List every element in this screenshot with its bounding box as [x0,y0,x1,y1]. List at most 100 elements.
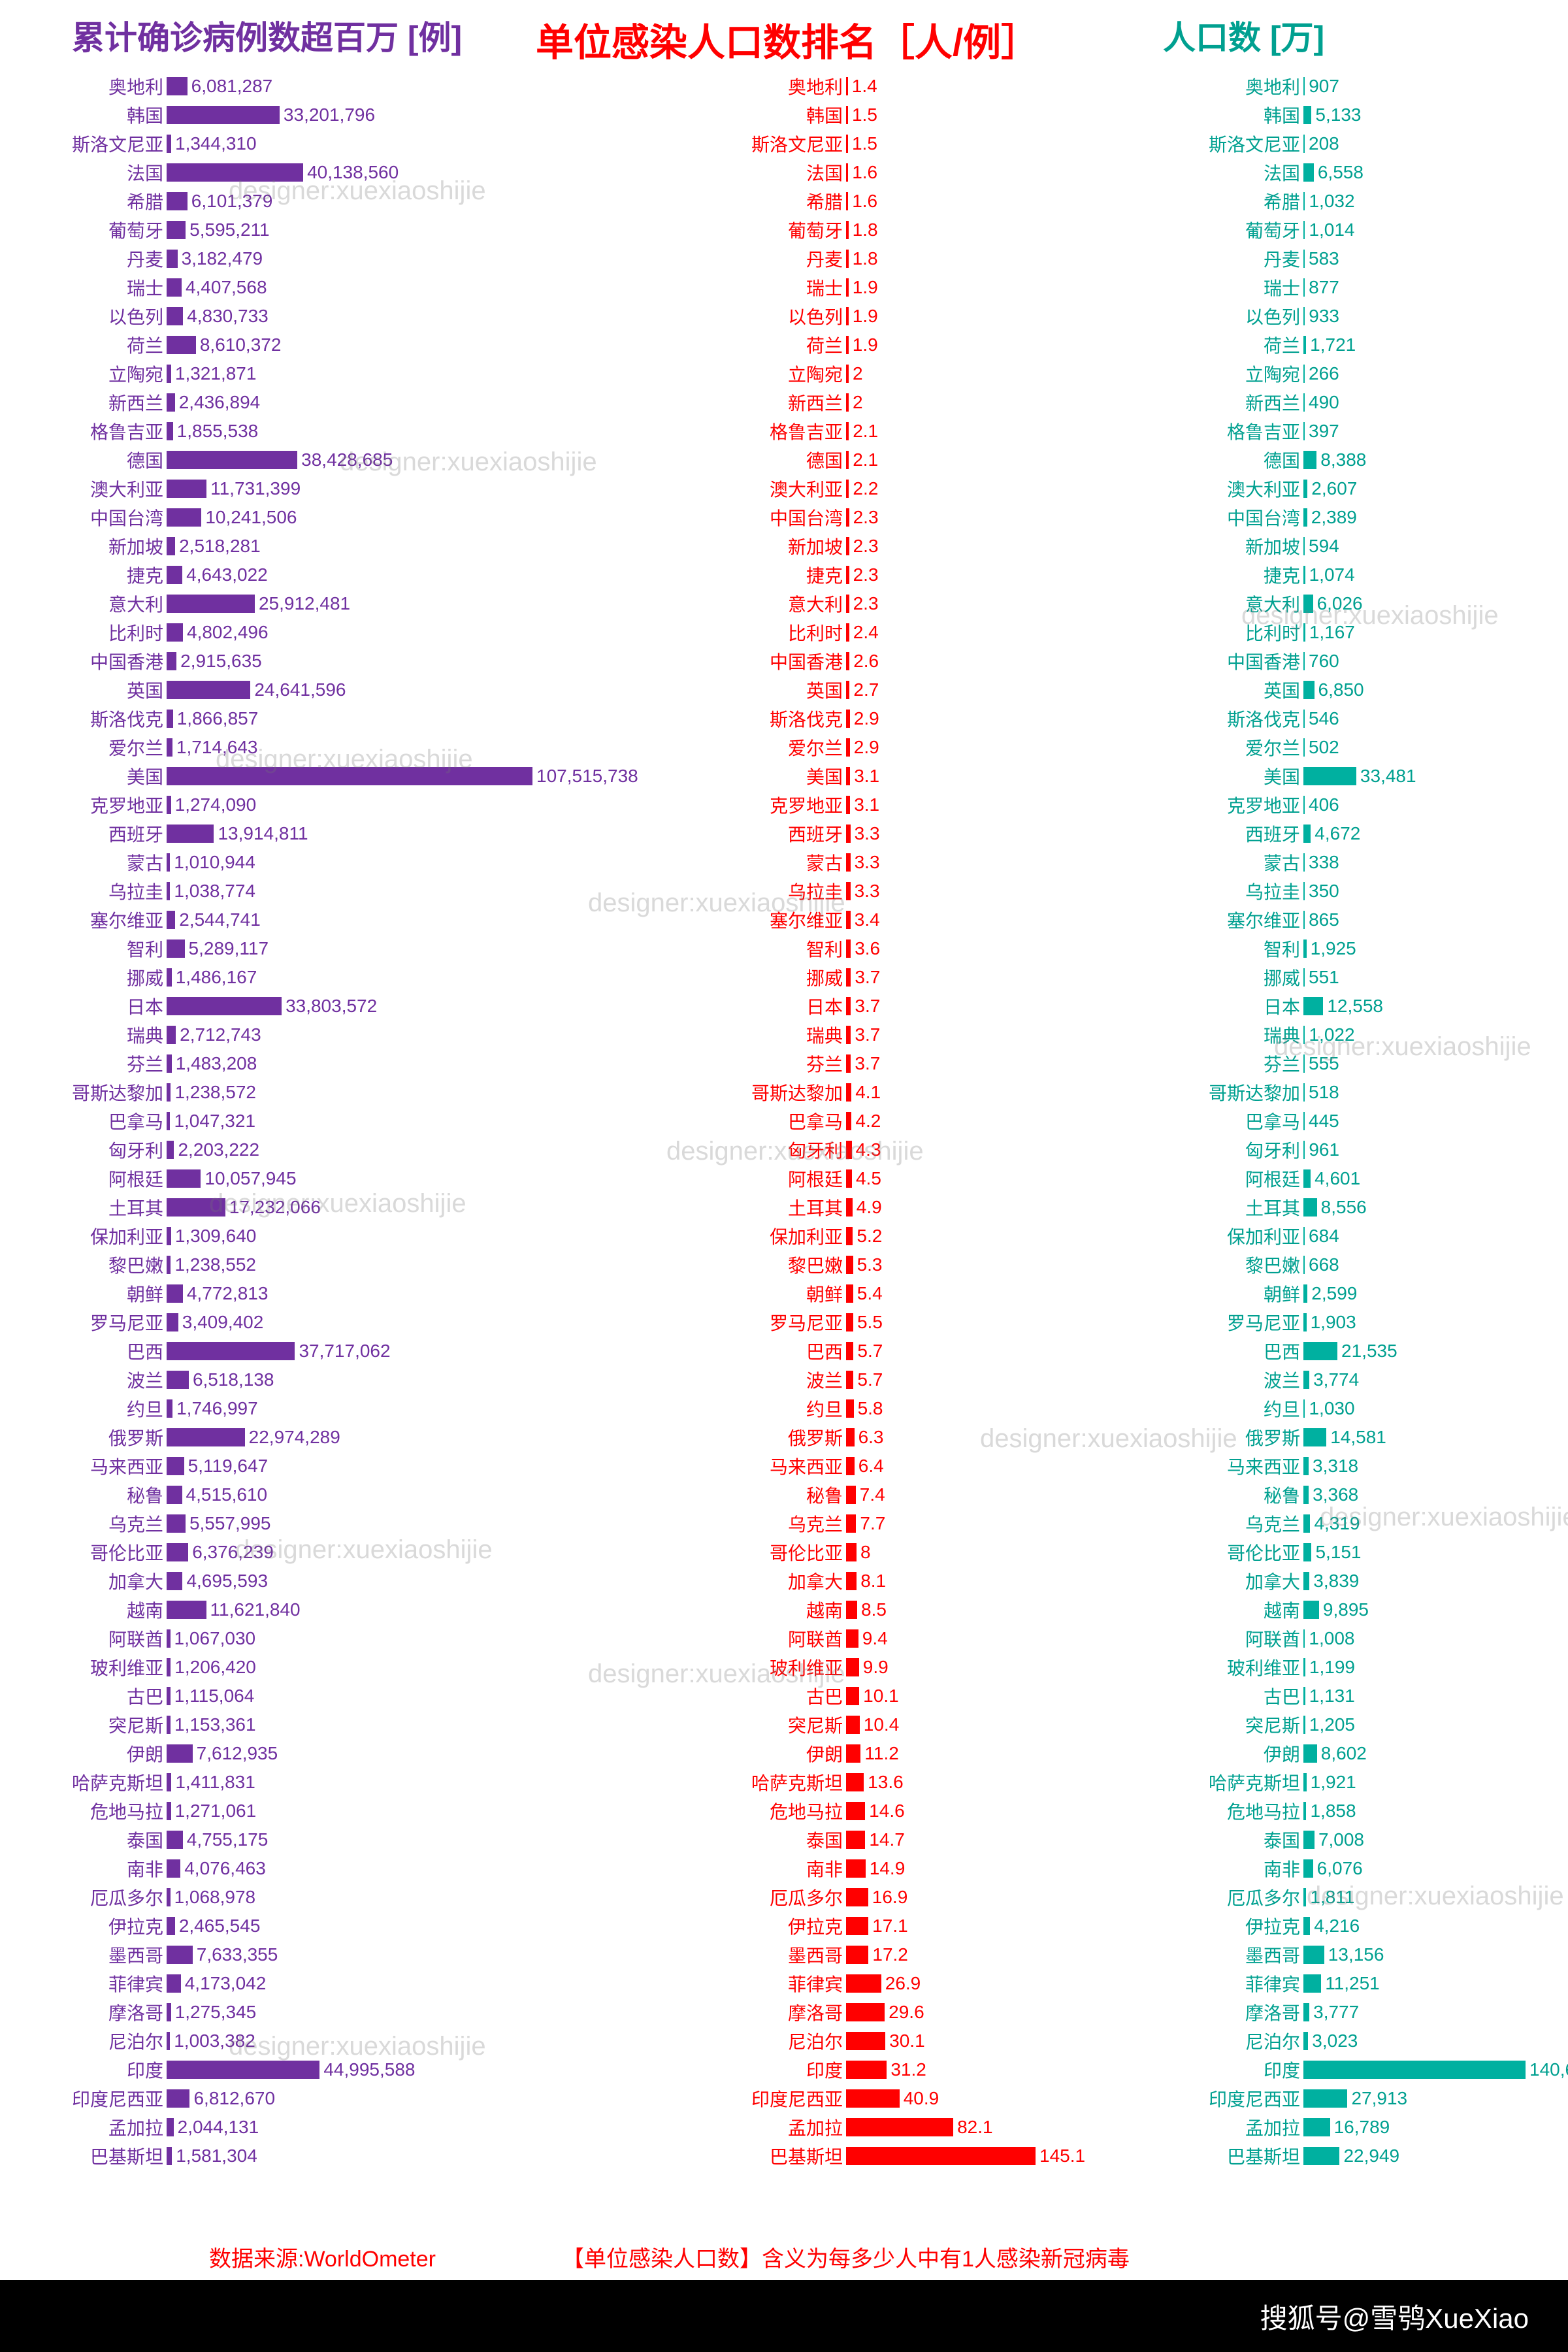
data-row: 罗马尼亚3,409,402罗马尼亚5.5罗马尼亚1,903 [0,1308,1568,1337]
bar-ratio [846,681,849,699]
bar-ratio [846,997,851,1015]
row-label-pop: 马来西亚 [1227,1453,1300,1479]
value-cases: 5,289,117 [189,938,269,959]
bar-ratio [846,1572,857,1590]
value-pop: 5,151 [1315,1542,1361,1563]
row-label-cases: 摩洛哥 [108,1999,163,2025]
footer-bar: 搜狐号@雪鸮XueXiao [0,2280,1568,2352]
value-ratio: 6.4 [858,1456,884,1477]
row-label-pop: 土耳其 [1245,1194,1300,1220]
row-label-cases: 乌克兰 [108,1511,163,1537]
row-label-cases: 瑞士 [127,274,163,301]
data-row: 伊朗7,612,935伊朗11.2伊朗8,602 [0,1739,1568,1768]
bar-ratio [846,1543,857,1561]
value-pop: 2,389 [1311,507,1357,528]
row-label-pop: 乌拉圭 [1245,878,1300,904]
value-ratio: 14.7 [869,1829,905,1850]
bar-ratio [846,77,848,95]
row-label-ratio: 朝鲜 [806,1281,843,1307]
bar-pop [1303,1601,1319,1619]
bar-pop [1303,1227,1305,1245]
bar-pop [1303,1687,1305,1705]
value-cases: 2,518,281 [179,536,261,557]
value-cases: 17,232,066 [229,1197,321,1218]
row-label-cases: 加拿大 [108,1568,163,1594]
value-pop: 350 [1309,881,1339,902]
value-cases: 38,428,685 [301,449,393,470]
row-label-ratio: 印度尼西亚 [751,2085,843,2112]
value-cases: 1,581,304 [176,2146,257,2166]
row-label-pop: 斯洛伐克 [1227,706,1300,732]
value-cases: 1,003,382 [174,2031,255,2051]
row-label-pop: 挪威 [1264,964,1300,990]
row-label-pop: 奥地利 [1245,73,1300,99]
data-row: 西班牙13,914,811西班牙3.3西班牙4,672 [0,819,1568,848]
value-cases: 4,772,813 [187,1283,269,1304]
bar-cases [167,250,178,268]
bar-ratio [846,1974,881,1993]
value-cases: 1,271,061 [175,1801,257,1821]
value-ratio: 17.2 [872,1944,908,1965]
value-pop: 338 [1309,852,1339,873]
value-ratio: 5.7 [857,1369,883,1390]
value-pop: 8,556 [1321,1197,1367,1218]
data-row: 摩洛哥1,275,345摩洛哥29.6摩洛哥3,777 [0,1998,1568,2027]
bar-ratio [846,1716,860,1734]
row-label-ratio: 俄罗斯 [788,1424,843,1450]
value-ratio: 3.7 [855,1053,880,1074]
row-label-pop: 阿根廷 [1245,1166,1300,1192]
row-label-ratio: 厄瓜多尔 [770,1884,843,1910]
value-pop: 4,216 [1314,1916,1360,1936]
row-label-ratio: 捷克 [806,562,843,588]
value-ratio: 2.9 [854,737,879,758]
bar-ratio [846,623,849,642]
value-ratio: 1.8 [853,220,878,240]
value-pop: 1,022 [1309,1024,1354,1045]
value-pop: 502 [1309,737,1339,758]
value-cases: 1,010,944 [174,852,255,873]
row-label-ratio: 阿联酋 [788,1625,843,1652]
value-ratio: 9.9 [863,1657,889,1678]
row-label-cases: 美国 [127,763,163,789]
value-ratio: 3.1 [854,766,879,787]
bar-ratio [846,652,849,670]
value-pop: 33,481 [1360,766,1416,787]
bar-cases [167,1888,171,1906]
bar-cases [167,1198,225,1217]
value-ratio: 5.8 [858,1398,883,1419]
bar-cases [167,221,186,239]
data-row: 墨西哥7,633,355墨西哥17.2墨西哥13,156 [0,1940,1568,1969]
bar-cases [167,968,172,987]
page-root: 累计确诊病例数超百万 [例] 单位感染人口数排名［人/例］ 人口数 [万] 奥地… [0,0,1568,2352]
title-population: 人口数 [万] [1163,12,1324,59]
value-pop: 2,599 [1311,1283,1357,1304]
bar-ratio [846,1486,856,1504]
bar-cases [167,1687,171,1705]
row-label-pop: 菲律宾 [1245,1970,1300,1997]
bar-pop [1303,1284,1307,1303]
bar-pop [1303,2147,1339,2165]
value-ratio: 1.6 [852,191,877,212]
row-label-ratio: 哥伦比亚 [770,1539,843,1565]
data-row: 格鲁吉亚1,855,538格鲁吉亚2.1格鲁吉亚397 [0,417,1568,446]
data-row: 法国40,138,560法国1.6法国6,558 [0,158,1568,187]
bar-ratio [846,1169,852,1188]
data-row: 保加利亚1,309,640保加利亚5.2保加利亚684 [0,1222,1568,1250]
value-cases: 1,274,090 [175,794,257,815]
value-ratio: 9.4 [862,1628,888,1649]
data-row: 日本33,803,572日本3.7日本12,558 [0,992,1568,1021]
row-label-pop: 伊朗 [1264,1740,1300,1767]
bar-cases [167,710,173,728]
value-ratio: 2.3 [853,507,879,528]
data-row: 丹麦3,182,479丹麦1.8丹麦583 [0,244,1568,273]
data-row: 越南11,621,840越南8.5越南9,895 [0,1595,1568,1624]
row-label-cases: 法国 [127,159,163,186]
data-row: 突尼斯1,153,361突尼斯10.4突尼斯1,205 [0,1710,1568,1739]
row-label-cases: 罗马尼亚 [90,1309,163,1335]
bar-ratio [846,710,850,728]
value-cases: 2,436,894 [179,392,261,413]
bar-pop [1303,2089,1347,2108]
bar-pop [1303,911,1305,929]
row-label-cases: 捷克 [127,562,163,588]
row-label-cases: 荷兰 [127,332,163,358]
